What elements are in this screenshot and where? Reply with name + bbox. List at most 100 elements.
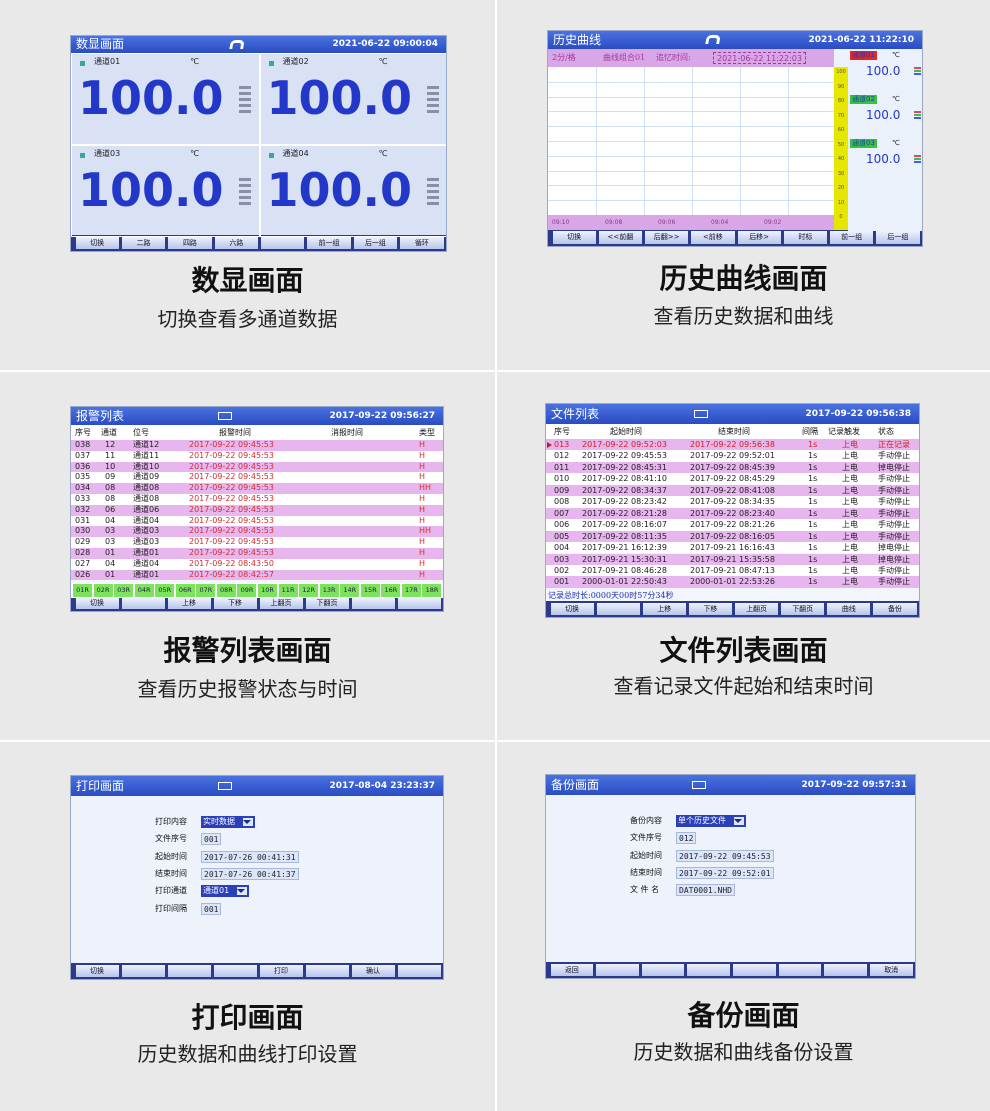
soft-button[interactable]: 确认 xyxy=(351,965,395,977)
field-value[interactable]: 001 xyxy=(201,833,222,846)
soft-button[interactable]: 下移 xyxy=(213,598,257,609)
soft-button[interactable] xyxy=(824,964,867,976)
soft-button[interactable]: 上翻页 xyxy=(735,603,779,615)
soft-button[interactable]: 切换 xyxy=(552,231,596,244)
soft-button[interactable]: 后一组 xyxy=(353,237,398,249)
soft-button[interactable]: 后移> xyxy=(737,231,781,244)
soft-button[interactable] xyxy=(397,965,441,977)
field-value[interactable]: 2017-07-26 00:41:37 xyxy=(201,867,299,880)
soft-button[interactable] xyxy=(596,964,639,976)
soft-button[interactable]: 切换 xyxy=(75,965,119,977)
cell: 08 xyxy=(105,494,116,503)
channel-tag[interactable]: 04R xyxy=(134,584,154,597)
cell: 通道11 xyxy=(133,450,160,460)
soft-button[interactable]: 下移 xyxy=(688,603,732,615)
soft-button[interactable]: 取消 xyxy=(869,964,913,976)
channel-tag[interactable]: 17R xyxy=(401,584,421,597)
channel-tag[interactable]: 15R xyxy=(360,584,380,597)
soft-button[interactable]: 切换 xyxy=(550,603,594,615)
soft-button[interactable]: 切换 xyxy=(75,237,119,249)
dropdown[interactable]: 通道01 xyxy=(201,885,250,898)
soft-button[interactable]: 切换 xyxy=(75,598,119,609)
channel-tag[interactable]: 06R xyxy=(175,584,195,597)
field-value[interactable]: 012 xyxy=(676,832,697,845)
channel-tag[interactable]: 11R xyxy=(278,584,298,597)
field-value[interactable]: 2017-09-22 09:52:01 xyxy=(676,866,774,879)
time-label: 09:08 xyxy=(605,219,623,226)
table-row: 026 01 通道01 2017-09-22 08:42:57 H xyxy=(71,569,443,581)
soft-button[interactable]: 备份 xyxy=(873,603,917,615)
cell: 上电 xyxy=(842,554,858,564)
cell: 006 xyxy=(554,520,570,530)
soft-button[interactable] xyxy=(733,964,776,976)
soft-button[interactable] xyxy=(687,964,730,976)
field-value[interactable]: 2017-07-26 00:41:31 xyxy=(201,850,299,863)
soft-button[interactable] xyxy=(397,598,441,609)
channel-tag[interactable]: 08R xyxy=(216,584,236,597)
channel-tag[interactable]: 03R xyxy=(114,584,134,597)
channel-tag[interactable]: 16R xyxy=(381,584,401,597)
cell: 012 xyxy=(554,451,570,461)
dropdown[interactable]: 单个历史文件 xyxy=(676,815,746,827)
cell: 027 xyxy=(75,558,91,568)
bar-indicator xyxy=(238,178,251,181)
soft-button[interactable]: 六路 xyxy=(214,237,258,249)
soft-button[interactable] xyxy=(121,598,165,609)
soft-button[interactable]: 前一组 xyxy=(307,237,351,249)
field-value[interactable]: 2017-09-22 09:45:53 xyxy=(676,849,774,862)
soft-button[interactable]: 后翻>> xyxy=(645,231,689,244)
scale-label: 20 xyxy=(837,185,845,191)
soft-button[interactable] xyxy=(305,965,349,977)
soft-button[interactable]: 循环 xyxy=(400,237,444,249)
soft-button[interactable]: 上移 xyxy=(167,598,211,609)
field-value[interactable]: DAT0001.NHD xyxy=(676,884,735,897)
soft-button[interactable] xyxy=(213,965,257,977)
soft-button[interactable] xyxy=(167,965,211,977)
cell: 2017-09-22 09:45:53 xyxy=(189,461,274,471)
soft-button[interactable]: 时标 xyxy=(783,231,827,244)
channel-unit: ℃ xyxy=(190,57,199,66)
cell: 11 xyxy=(105,450,116,460)
cell: 上电 xyxy=(842,462,858,472)
soft-button[interactable]: 上移 xyxy=(642,603,686,615)
channel-tag[interactable]: 10R xyxy=(258,584,278,597)
soft-button[interactable] xyxy=(121,965,165,977)
table-row: 031 04 通道04 2017-09-22 09:45:53 H xyxy=(71,515,443,527)
cell: 030 xyxy=(75,526,91,536)
soft-button[interactable]: 下翻页 xyxy=(305,598,349,609)
soft-button[interactable]: 前一组 xyxy=(830,231,874,244)
channel-tag[interactable]: 02R xyxy=(93,584,113,597)
soft-button[interactable]: 后一组 xyxy=(876,231,920,244)
soft-button[interactable]: <<前翻 xyxy=(598,231,642,244)
soft-button[interactable]: 打印 xyxy=(259,965,303,977)
soft-button[interactable] xyxy=(596,603,640,615)
soft-button[interactable]: 下翻页 xyxy=(781,603,825,615)
channel-tag[interactable]: 14R xyxy=(340,584,360,597)
soft-button[interactable]: 二路 xyxy=(121,237,166,249)
soft-button[interactable] xyxy=(641,964,685,976)
channel-tag[interactable]: 09R xyxy=(237,584,257,597)
button-bar: 切换 打印 确认 xyxy=(71,963,443,979)
soft-button[interactable]: 曲线 xyxy=(827,603,871,615)
channel-tag[interactable]: 13R xyxy=(319,584,339,597)
soft-button[interactable] xyxy=(261,237,305,249)
color-mark xyxy=(914,114,921,116)
soft-button[interactable]: 四路 xyxy=(168,237,212,249)
cell: 010 xyxy=(554,474,570,484)
soft-button[interactable] xyxy=(351,598,395,609)
channel-tag[interactable]: 01R xyxy=(73,584,93,597)
soft-button[interactable]: <前移 xyxy=(691,231,735,244)
channel-tag[interactable]: 05R xyxy=(155,584,175,597)
channel-quadrant: 通道03 ℃ 100.0 xyxy=(71,145,260,237)
cell: H xyxy=(419,440,426,449)
cell: 掉电停止 xyxy=(878,462,910,472)
dropdown[interactable]: 实时数据 xyxy=(201,816,255,828)
field-value[interactable]: 001 xyxy=(201,902,222,915)
channel-tag[interactable]: 07R xyxy=(196,584,216,597)
bar-indicator xyxy=(427,184,439,187)
soft-button[interactable] xyxy=(778,964,822,976)
soft-button[interactable]: 返回 xyxy=(550,964,594,976)
channel-tag[interactable]: 18R xyxy=(422,584,442,597)
soft-button[interactable]: 上翻页 xyxy=(259,598,303,609)
channel-tag[interactable]: 12R xyxy=(299,584,319,597)
